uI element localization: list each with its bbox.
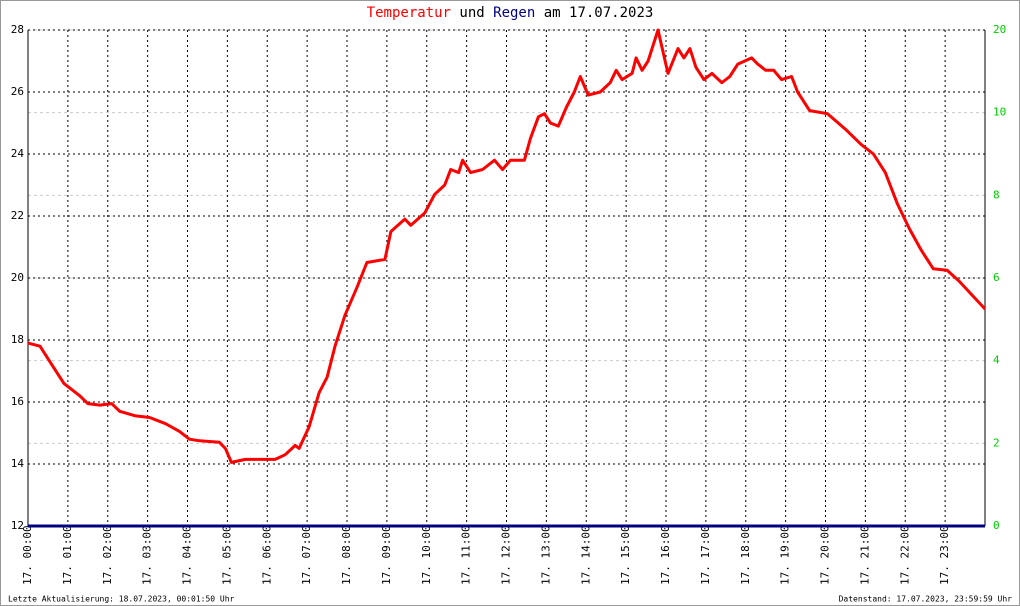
y-tick-label: 28 [11,23,24,36]
x-tick-label: 17. 21:00 [858,525,871,585]
title-part: Regen [493,5,535,21]
x-tick-label: 17. 17:00 [699,525,712,585]
y-tick-label: 26 [11,85,24,98]
footer-left: Letzte Aktualisierung: 18.07.2023, 00:01… [8,595,235,604]
x-tick-label: 17. 05:00 [220,525,233,585]
x-tick-label: 17. 06:00 [260,525,273,585]
series-line [27,28,987,464]
x-tick-label: 17. 15:00 [619,525,632,585]
x-tick-label: 17. 12:00 [500,525,513,585]
y-tick-label: 12 [11,519,24,532]
y-tick-label: 14 [11,457,25,470]
y-tick-label: 18 [11,333,24,346]
x-tick-label: 17. 07:00 [300,525,313,585]
title-part: und [459,5,484,21]
title-part: am 17.07.2023 [544,5,654,21]
y-tick-label: 22 [11,209,24,222]
x-tick-label: 17. 08:00 [340,525,353,585]
y2-tick-label: 10 [993,106,1006,119]
y-tick-label: 16 [11,395,24,408]
x-tick-label: 17. 19:00 [779,525,792,585]
title-part: Temperatur [367,5,451,21]
x-tick-label: 17. 18:00 [739,525,752,585]
x-tick-label: 17. 13:00 [539,525,552,585]
x-tick-label: 17. 01:00 [61,525,74,585]
y-tick-label: 24 [11,147,25,160]
y2-tick-label: 2 [993,436,1000,449]
x-tick-label: 17. 04:00 [181,525,194,585]
chart-title: Temperatur und Regen am 17.07.2023 [367,5,654,21]
x-tick-label: 17. 02:00 [101,525,114,585]
x-tick-label: 17. 14:00 [579,525,592,585]
y2-tick-label: 4 [993,354,1000,367]
x-tick-label: 17. 22:00 [898,525,911,585]
x-tick-label: 17. 09:00 [380,525,393,585]
y-tick-label: 20 [11,271,24,284]
x-tick-label: 17. 23:00 [938,525,951,585]
x-tick-label: 17. 03:00 [141,525,154,585]
x-tick-label: 17. 11:00 [460,525,473,585]
x-tick-label: 17. 16:00 [659,525,672,585]
footer-right: Datenstand: 17.07.2023, 23:59:59 Uhr [839,595,1013,604]
y2-tick-label: 20 [993,23,1006,36]
y2-tick-label: 6 [993,271,1000,284]
y2-tick-label: 8 [993,188,1000,201]
x-tick-label: 17. 20:00 [819,525,832,585]
y2-tick-label: 0 [993,519,1000,532]
x-tick-label: 17. 10:00 [420,525,433,585]
x-tick-label: 17. 00:00 [21,525,34,585]
